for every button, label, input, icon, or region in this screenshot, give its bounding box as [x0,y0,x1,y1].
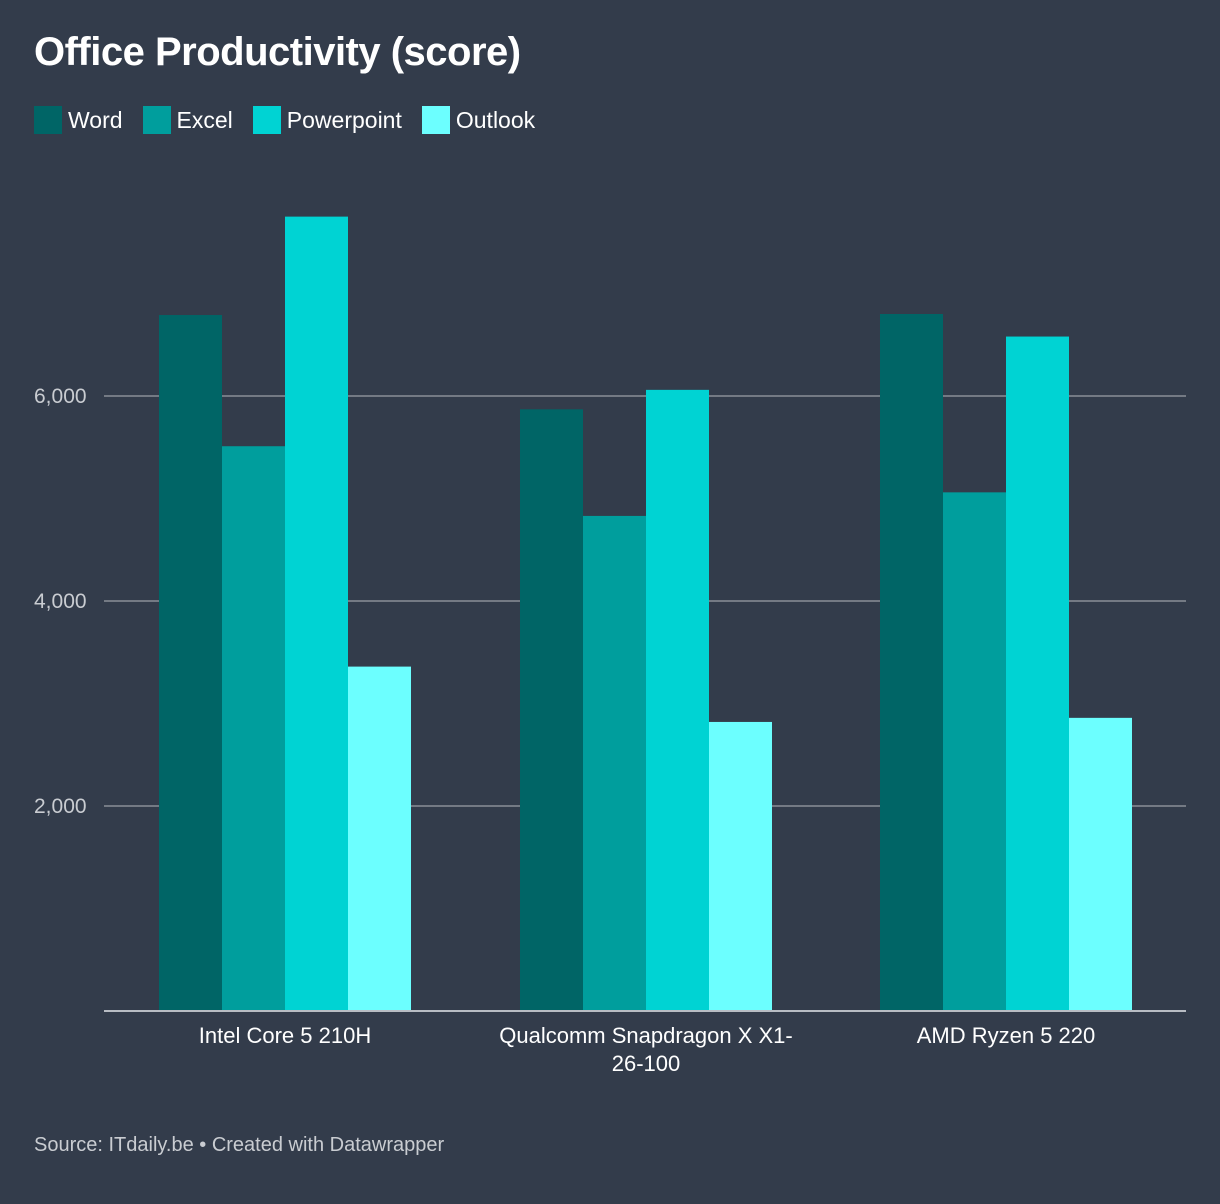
legend: Word Excel Powerpoint Outlook [34,106,555,134]
bar-powerpoint [1006,336,1069,1011]
x-category-label-line: AMD Ryzen 5 220 [917,1023,1096,1048]
legend-label: Word [68,106,123,133]
legend-swatch [34,106,62,134]
bar-powerpoint [646,389,709,1012]
legend-item-excel: Excel [142,106,233,134]
legend-label: Excel [176,106,233,133]
bar-powerpoint [285,216,348,1011]
chart-title: Office Productivity (score) [34,30,521,74]
x-category-label: Intel Core 5 210H [199,1023,371,1048]
bar-outlook [709,721,772,1011]
bar-outlook [348,666,411,1011]
y-tick-label: 2,000 [34,795,87,818]
legend-item-powerpoint: Powerpoint [252,106,402,134]
legend-swatch [142,106,171,134]
y-tick-label: 6,000 [34,385,87,408]
x-category-label-line: Intel Core 5 210H [199,1023,371,1048]
x-category-label-line: 26-100 [612,1051,681,1076]
bar-excel [222,446,285,1012]
bar-excel [943,492,1006,1012]
legend-swatch [252,106,281,134]
x-category-label: Qualcomm Snapdragon X X1- 26-100 [499,1023,793,1076]
legend-label: Outlook [455,106,536,133]
legend-swatch [421,106,450,134]
bar-excel [583,515,646,1011]
x-category-label-line: Qualcomm Snapdragon X X1- [499,1023,793,1048]
y-tick-label: 4,000 [34,590,87,613]
bar-word [159,315,222,1011]
bar-word [520,409,583,1011]
bar-outlook [1069,717,1132,1011]
legend-item-outlook: Outlook [421,106,536,134]
x-category-label: AMD Ryzen 5 220 [917,1023,1096,1048]
bar-word [880,314,943,1011]
legend-label: Powerpoint [286,106,402,133]
source-note: Source: ITdaily.be • Created with Datawr… [34,1134,445,1156]
legend-item-word: Word [34,106,123,134]
